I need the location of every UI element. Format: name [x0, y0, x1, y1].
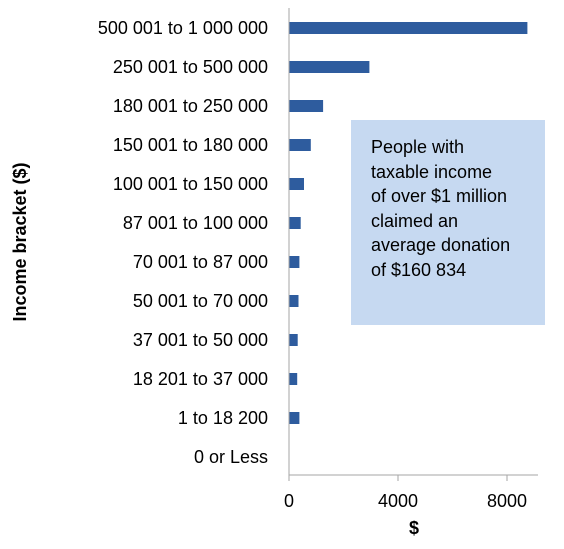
bar	[289, 412, 300, 424]
category-label: 18 201 to 37 000	[133, 369, 268, 389]
category-label: 1 to 18 200	[178, 408, 268, 428]
bar	[289, 217, 301, 229]
category-labels-group: 500 001 to 1 000 000 250 001 to 500 000 18…	[98, 18, 268, 467]
x-ticks-group: 0 4000 8000	[284, 475, 527, 511]
category-label: 0 or Less	[194, 447, 268, 467]
annotation-line: People with	[371, 137, 465, 157]
bar	[289, 22, 528, 34]
bar	[289, 334, 298, 346]
category-label: 180 001 to 250 000	[113, 96, 268, 116]
x-tick-label: 0	[284, 491, 294, 511]
category-label: 100 001 to 150 000	[113, 174, 268, 194]
category-label: 250 001 to 500 000	[113, 57, 268, 77]
bar	[289, 100, 324, 112]
category-label: 50 001 to 70 000	[133, 291, 268, 311]
bar	[289, 295, 299, 307]
x-tick-label: 4000	[378, 491, 418, 511]
category-label: 37 001 to 50 000	[133, 330, 268, 350]
bar	[289, 61, 370, 73]
annotation-line: taxable income	[371, 161, 493, 182]
bar	[289, 373, 298, 385]
y-axis-title: Income bracket ($)	[10, 162, 30, 321]
category-label: 87 001 to 100 000	[123, 213, 268, 233]
annotation-line: of $160 834	[371, 259, 467, 280]
x-tick-label: 8000	[487, 491, 527, 511]
annotation-box: People with taxable income of over $1 mi…	[351, 120, 545, 325]
annotation-line: average donation	[371, 235, 511, 255]
bar	[289, 178, 304, 190]
bar	[289, 256, 300, 268]
bars-group	[289, 22, 528, 424]
annotation-line: claimed an	[371, 210, 459, 231]
bar	[289, 139, 311, 151]
category-label: 70 001 to 87 000	[133, 252, 268, 272]
category-label: 150 001 to 180 000	[113, 135, 268, 155]
category-label: 500 001 to 1 000 000	[98, 18, 268, 38]
x-axis-title: $	[409, 518, 419, 538]
annotation-line: of over $1 million	[371, 186, 508, 206]
